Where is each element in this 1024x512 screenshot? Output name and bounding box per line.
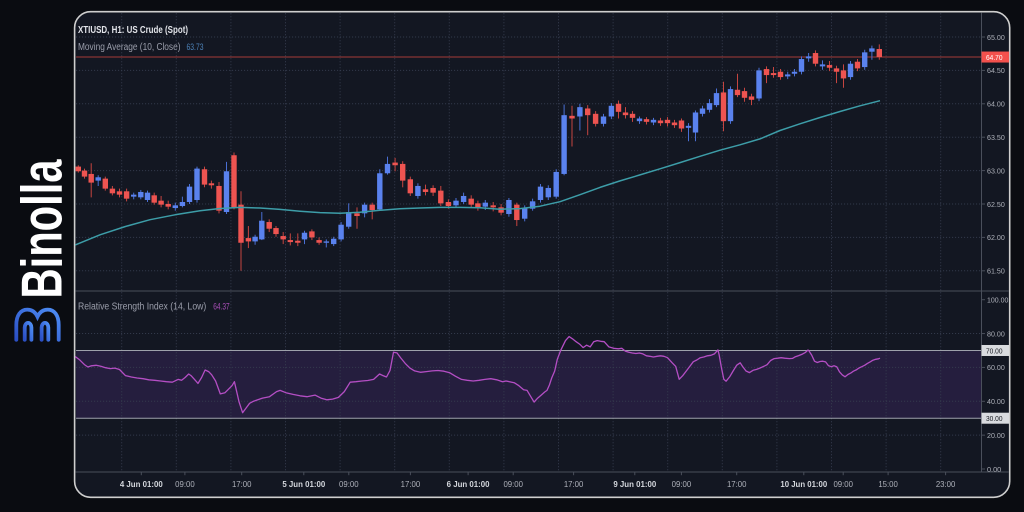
svg-text:17:00: 17:00 [401, 480, 421, 489]
svg-text:100.00: 100.00 [987, 296, 1008, 305]
svg-text:63.50: 63.50 [987, 133, 1005, 142]
svg-text:9 Jun 01:00: 9 Jun 01:00 [613, 480, 657, 489]
svg-text:XTIUSD, H1: US Crude (Spot): XTIUSD, H1: US Crude (Spot) [78, 25, 188, 36]
svg-text:23:00: 23:00 [936, 480, 956, 489]
svg-text:64.70: 64.70 [986, 53, 1003, 62]
svg-text:09:00: 09:00 [503, 480, 523, 489]
svg-text:17:00: 17:00 [564, 480, 584, 489]
svg-text:10 Jun 01:00: 10 Jun 01:00 [780, 480, 827, 489]
svg-text:09:00: 09:00 [833, 480, 853, 489]
svg-text:17:00: 17:00 [232, 480, 252, 489]
svg-text:09:00: 09:00 [339, 480, 359, 489]
svg-text:62.00: 62.00 [987, 233, 1005, 242]
svg-text:60.00: 60.00 [987, 363, 1005, 372]
svg-text:09:00: 09:00 [175, 480, 195, 489]
svg-text:0.00: 0.00 [987, 465, 1001, 474]
svg-text:30.00: 30.00 [986, 414, 1003, 423]
svg-text:17:00: 17:00 [727, 480, 747, 489]
svg-text:62.50: 62.50 [987, 200, 1005, 209]
svg-text:Binolla: Binolla [10, 159, 74, 299]
svg-text:15:00: 15:00 [878, 480, 898, 489]
svg-text:80.00: 80.00 [987, 329, 1005, 338]
svg-text:20.00: 20.00 [987, 431, 1005, 440]
svg-text:64.00: 64.00 [987, 100, 1005, 109]
svg-text:64.50: 64.50 [987, 66, 1005, 75]
svg-text:Moving Average (10, Close): Moving Average (10, Close) [78, 42, 181, 53]
svg-text:63.00: 63.00 [987, 166, 1005, 175]
svg-text:61.50: 61.50 [987, 267, 1005, 276]
svg-text:64.37: 64.37 [213, 302, 230, 312]
svg-text:4 Jun 01:00: 4 Jun 01:00 [120, 480, 164, 489]
svg-text:70.00: 70.00 [986, 346, 1003, 355]
svg-text:Relative Strength Index (14, L: Relative Strength Index (14, Low) [78, 302, 206, 313]
svg-text:5 Jun 01:00: 5 Jun 01:00 [282, 480, 326, 489]
svg-text:6 Jun 01:00: 6 Jun 01:00 [447, 480, 491, 489]
svg-text:40.00: 40.00 [987, 397, 1005, 406]
svg-text:63.73: 63.73 [187, 42, 204, 52]
svg-text:65.00: 65.00 [987, 33, 1005, 42]
svg-text:09:00: 09:00 [672, 480, 692, 489]
